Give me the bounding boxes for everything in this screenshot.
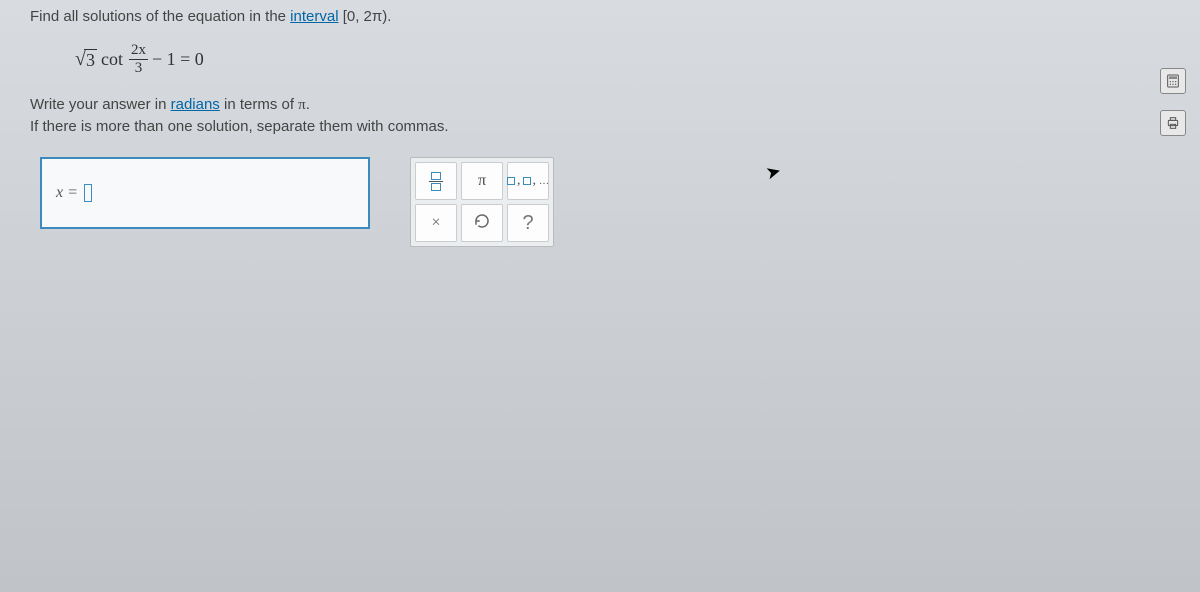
print-icon — [1165, 115, 1181, 131]
clear-icon: × — [431, 214, 440, 232]
print-button[interactable] — [1160, 110, 1186, 136]
pi-button[interactable]: π — [461, 162, 503, 200]
equation-display: √ 3 cot 2x 3 − 1 = 0 — [75, 43, 1140, 76]
fraction-icon — [429, 172, 443, 191]
answer-row: x = π ,,… × — [40, 157, 1140, 247]
undo-button[interactable] — [461, 204, 503, 242]
instr-part3: . — [306, 96, 310, 113]
question-content: Find all solutions of the equation in th… — [30, 0, 1140, 247]
clear-button[interactable]: × — [415, 204, 457, 242]
question-intro: Find all solutions of the equation in th… — [30, 8, 1140, 25]
pi-ref: π — [298, 97, 306, 113]
numerator: 2x — [129, 43, 148, 60]
interval-link[interactable]: interval — [290, 8, 338, 25]
cot-function: cot — [101, 49, 123, 70]
answer-input[interactable]: x = — [40, 157, 370, 229]
side-toolbar — [1160, 68, 1186, 136]
input-cursor — [84, 184, 92, 202]
radians-link[interactable]: radians — [171, 96, 220, 113]
sqrt-radicand: 3 — [84, 49, 97, 71]
fraction-button[interactable] — [415, 162, 457, 200]
list-button[interactable]: ,,… — [507, 162, 549, 200]
help-button[interactable]: ? — [507, 204, 549, 242]
sqrt-expression: √ 3 — [75, 48, 97, 71]
comma-instruction: If there is more than one solution, sepa… — [30, 118, 449, 135]
instr-part1: Write your answer in — [30, 96, 171, 113]
interval-range: [0, 2π). — [339, 8, 392, 25]
instr-part2: in terms of — [220, 96, 298, 113]
calculator-button[interactable] — [1160, 68, 1186, 94]
math-tool-panel: π ,,… × — [410, 157, 554, 247]
help-icon: ? — [522, 212, 533, 235]
comma-list-icon: ,,… — [507, 173, 549, 189]
denominator: 3 — [135, 60, 143, 76]
equation-tail: − 1 = 0 — [152, 49, 204, 70]
undo-icon — [473, 212, 491, 235]
intro-text: Find all solutions of the equation in th… — [30, 8, 290, 25]
calculator-icon — [1165, 73, 1181, 89]
answer-instructions: Write your answer in radians in terms of… — [30, 94, 1140, 137]
pi-icon: π — [478, 172, 486, 190]
answer-prefix: x = — [56, 184, 78, 202]
fraction-2x-3: 2x 3 — [129, 43, 148, 76]
tool-grid: π ,,… × — [415, 162, 549, 242]
